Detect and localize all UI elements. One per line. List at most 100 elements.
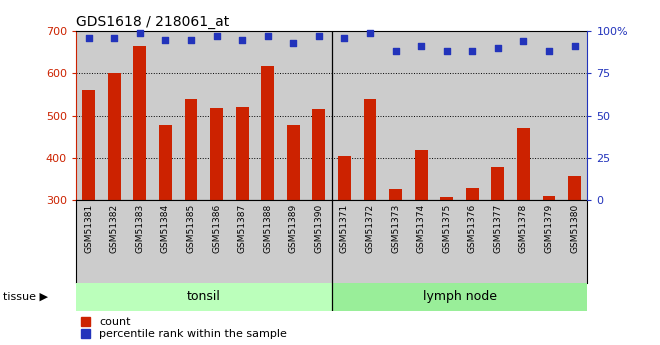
Bar: [332, 283, 587, 310]
Bar: [280, 31, 306, 200]
Bar: [236, 107, 249, 200]
Bar: [485, 200, 511, 283]
Text: GSM51379: GSM51379: [544, 204, 554, 254]
Point: [314, 33, 324, 39]
Point: [185, 37, 196, 42]
Point: [492, 45, 503, 51]
Bar: [511, 200, 537, 283]
Bar: [383, 31, 409, 200]
Text: tissue ▶: tissue ▶: [3, 292, 48, 302]
Text: GSM51378: GSM51378: [519, 204, 528, 254]
Legend: count, percentile rank within the sample: count, percentile rank within the sample: [81, 317, 287, 339]
Bar: [459, 31, 485, 200]
Bar: [82, 90, 95, 200]
Bar: [332, 200, 357, 283]
Bar: [409, 200, 434, 283]
Bar: [230, 200, 255, 283]
Bar: [511, 31, 537, 200]
Bar: [389, 189, 402, 200]
Bar: [466, 188, 478, 200]
Text: GSM51372: GSM51372: [366, 204, 374, 253]
Bar: [152, 200, 178, 283]
Point: [544, 49, 554, 54]
Text: GSM51389: GSM51389: [289, 204, 298, 254]
Text: GSM51390: GSM51390: [314, 204, 323, 254]
Text: GSM51384: GSM51384: [161, 204, 170, 253]
Bar: [414, 150, 428, 200]
Text: lymph node: lymph node: [422, 290, 496, 303]
Bar: [255, 200, 280, 283]
Bar: [562, 200, 587, 283]
Bar: [127, 31, 152, 200]
Point: [339, 35, 350, 41]
Point: [365, 30, 376, 36]
Bar: [568, 176, 581, 200]
Bar: [357, 31, 383, 200]
Bar: [261, 66, 274, 200]
Bar: [306, 31, 332, 200]
Bar: [536, 31, 562, 200]
Bar: [543, 196, 556, 200]
Bar: [159, 125, 172, 200]
Bar: [76, 283, 332, 310]
Bar: [485, 31, 511, 200]
Point: [570, 43, 580, 49]
Text: GSM51380: GSM51380: [570, 204, 579, 254]
Bar: [204, 31, 230, 200]
Point: [211, 33, 222, 39]
Bar: [133, 46, 147, 200]
Point: [135, 30, 145, 36]
Bar: [178, 31, 204, 200]
Bar: [332, 31, 357, 200]
Bar: [76, 200, 102, 283]
Text: GSM51385: GSM51385: [187, 204, 195, 254]
Point: [109, 35, 119, 41]
Bar: [76, 31, 102, 200]
Bar: [409, 31, 434, 200]
Point: [288, 40, 298, 46]
Bar: [459, 200, 485, 283]
Text: GSM51375: GSM51375: [442, 204, 451, 254]
Bar: [185, 99, 197, 200]
Point: [237, 37, 248, 42]
Text: GDS1618 / 218061_at: GDS1618 / 218061_at: [76, 14, 229, 29]
Bar: [255, 31, 280, 200]
Point: [416, 43, 426, 49]
Bar: [536, 200, 562, 283]
Text: GSM51376: GSM51376: [468, 204, 477, 254]
Point: [390, 49, 401, 54]
Bar: [230, 31, 255, 200]
Text: GSM51388: GSM51388: [263, 204, 272, 254]
Bar: [440, 197, 453, 200]
Text: tonsil: tonsil: [187, 290, 220, 303]
Text: GSM51382: GSM51382: [110, 204, 119, 253]
Bar: [127, 200, 152, 283]
Bar: [108, 73, 121, 200]
Text: GSM51386: GSM51386: [212, 204, 221, 254]
Point: [442, 49, 452, 54]
Bar: [434, 200, 459, 283]
Bar: [178, 200, 204, 283]
Bar: [562, 31, 587, 200]
Text: GSM51381: GSM51381: [84, 204, 93, 254]
Bar: [312, 109, 325, 200]
Text: GSM51387: GSM51387: [238, 204, 247, 254]
Point: [83, 35, 94, 41]
Bar: [102, 31, 127, 200]
Bar: [287, 125, 300, 200]
Bar: [338, 156, 351, 200]
Bar: [306, 200, 332, 283]
Bar: [434, 31, 459, 200]
Bar: [152, 31, 178, 200]
Bar: [280, 200, 306, 283]
Text: GSM51383: GSM51383: [135, 204, 145, 254]
Bar: [204, 200, 230, 283]
Text: GSM51373: GSM51373: [391, 204, 400, 254]
Text: GSM51371: GSM51371: [340, 204, 349, 254]
Bar: [357, 200, 383, 283]
Bar: [210, 108, 223, 200]
Bar: [364, 99, 376, 200]
Bar: [102, 200, 127, 283]
Text: GSM51377: GSM51377: [494, 204, 502, 254]
Bar: [492, 167, 504, 200]
